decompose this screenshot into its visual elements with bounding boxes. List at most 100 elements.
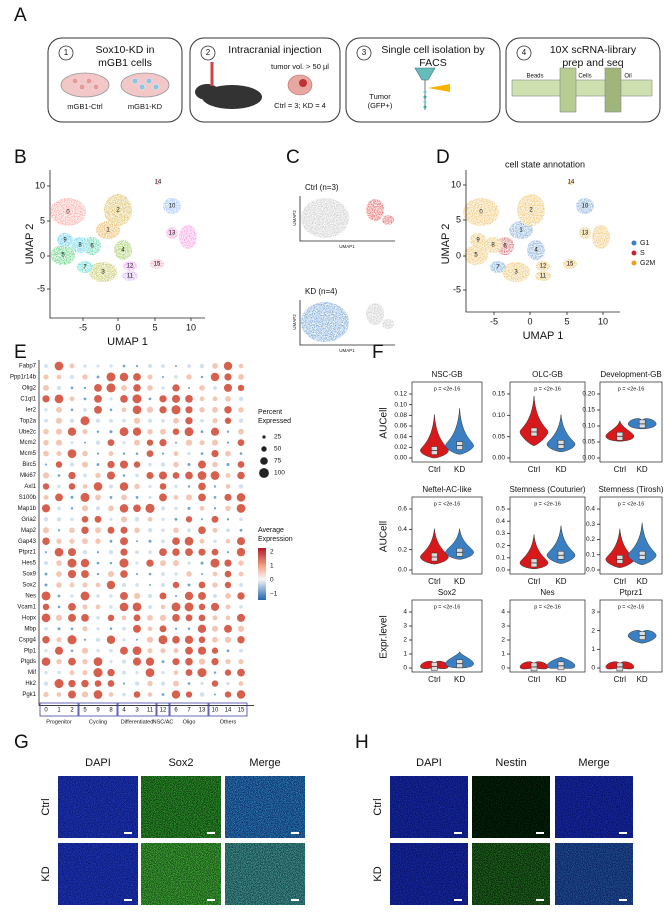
dot-texture — [133, 691, 141, 698]
dot-texture — [108, 550, 114, 555]
legend-label: S — [640, 250, 645, 257]
dot-texture — [70, 507, 74, 510]
dot-texture — [212, 636, 218, 643]
dot-texture — [211, 680, 219, 687]
dot-texture — [198, 614, 206, 622]
gene-label: Hopx — [22, 615, 36, 621]
droplet — [423, 105, 427, 109]
column-label: 12 — [160, 708, 167, 714]
dot-texture — [57, 605, 61, 609]
cell — [152, 83, 160, 91]
gene-label: Birc5 — [22, 462, 36, 468]
scale-bar — [207, 899, 215, 901]
dot-texture — [147, 385, 153, 391]
dot-texture — [82, 484, 88, 489]
dot-texture — [147, 614, 153, 621]
x-tick-label: Ctrl — [428, 675, 441, 684]
gene-label: Cspg4 — [19, 637, 37, 643]
dot-texture — [96, 561, 100, 565]
panel-label: A — [14, 5, 27, 26]
dot-texture — [159, 592, 167, 600]
cluster-label: 0 — [66, 210, 70, 216]
dot-texture — [94, 394, 102, 403]
dot-texture — [44, 572, 48, 576]
group-box — [117, 702, 157, 717]
dot-texture — [212, 461, 218, 468]
cluster-label: 1 — [519, 228, 523, 234]
dot-texture — [44, 670, 48, 675]
dot-texture — [172, 635, 180, 644]
axis-line — [38, 360, 254, 706]
gene-label: Axl1 — [24, 484, 36, 490]
cluster-cloud — [123, 261, 137, 271]
dot-texture — [237, 461, 245, 468]
dot-texture — [226, 528, 230, 533]
dot-texture — [160, 648, 166, 654]
panel-label: F — [372, 342, 384, 363]
dot-texture — [212, 363, 218, 369]
cluster-label: 3 — [101, 270, 105, 276]
dot-texture — [172, 614, 180, 622]
y-tick-label: 0.00 — [394, 455, 407, 462]
gene-label: C1ql1 — [20, 396, 36, 402]
x-axis-label: UMAP1 — [339, 244, 355, 249]
dot-texture — [56, 582, 62, 588]
gene-label: Ptgds — [21, 659, 36, 665]
dot-texture — [55, 493, 63, 502]
y-tick-label: 3 — [591, 609, 595, 616]
y-tick-label: 0.04 — [394, 433, 407, 440]
dot-texture — [225, 659, 231, 665]
y-tick-label: 0 — [456, 250, 461, 260]
dot-texture — [238, 659, 244, 665]
y-axis-label: UMAP2 — [292, 314, 297, 330]
step-box — [47, 37, 183, 123]
cluster-label: 10 — [582, 204, 589, 210]
x-tick-label: Ctrl — [528, 465, 541, 474]
gene-label: Mbp — [24, 626, 36, 632]
column-label: 7 — [187, 708, 191, 714]
dot-texture — [122, 452, 126, 455]
dot-texture — [81, 691, 89, 698]
mouse-head — [195, 84, 219, 100]
dot-texture — [122, 638, 126, 642]
x-tick-label: Ctrl — [528, 675, 541, 684]
dot-texture — [121, 384, 127, 391]
dot-texture — [54, 646, 64, 655]
dot-texture — [44, 649, 48, 653]
y-axis-label: AUCell — [379, 521, 390, 552]
cluster-cloud — [509, 221, 533, 239]
dot-texture — [120, 646, 128, 655]
x-tick-label: 0 — [527, 316, 532, 326]
dot-texture — [109, 660, 113, 664]
cloud — [382, 215, 394, 225]
dot-texture — [82, 659, 88, 665]
dot-texture — [161, 693, 165, 696]
row-label: KD — [372, 866, 384, 881]
dot-texture — [121, 494, 127, 501]
dot-texture — [238, 582, 244, 588]
axis-line — [465, 170, 620, 313]
dot-texture — [56, 659, 62, 665]
y-tick-label: 3 — [403, 623, 407, 630]
gene-label: Mif — [28, 670, 36, 676]
dot-texture — [82, 670, 88, 676]
dot-texture — [173, 648, 179, 654]
y-tick-label: 0.2 — [496, 542, 505, 549]
dot-texture — [147, 374, 153, 380]
column-header: Merge — [249, 757, 280, 769]
y-tick-label: 1 — [501, 651, 505, 658]
dot-texture — [107, 614, 115, 622]
dot-texture — [43, 374, 49, 380]
dot-texture — [120, 526, 128, 534]
chip-channel — [604, 67, 622, 113]
plot-frame — [599, 496, 663, 575]
y-tick-label: 0.00 — [582, 455, 595, 462]
step-number: 2 — [206, 48, 211, 57]
dot-texture — [226, 681, 230, 686]
step-number: 3 — [362, 48, 367, 57]
panel-title: Nes — [540, 588, 554, 597]
cluster-label: 11 — [127, 274, 134, 280]
cluster-cloud — [535, 271, 551, 281]
micrograph-signal — [58, 776, 138, 838]
dot-texture — [147, 626, 153, 632]
